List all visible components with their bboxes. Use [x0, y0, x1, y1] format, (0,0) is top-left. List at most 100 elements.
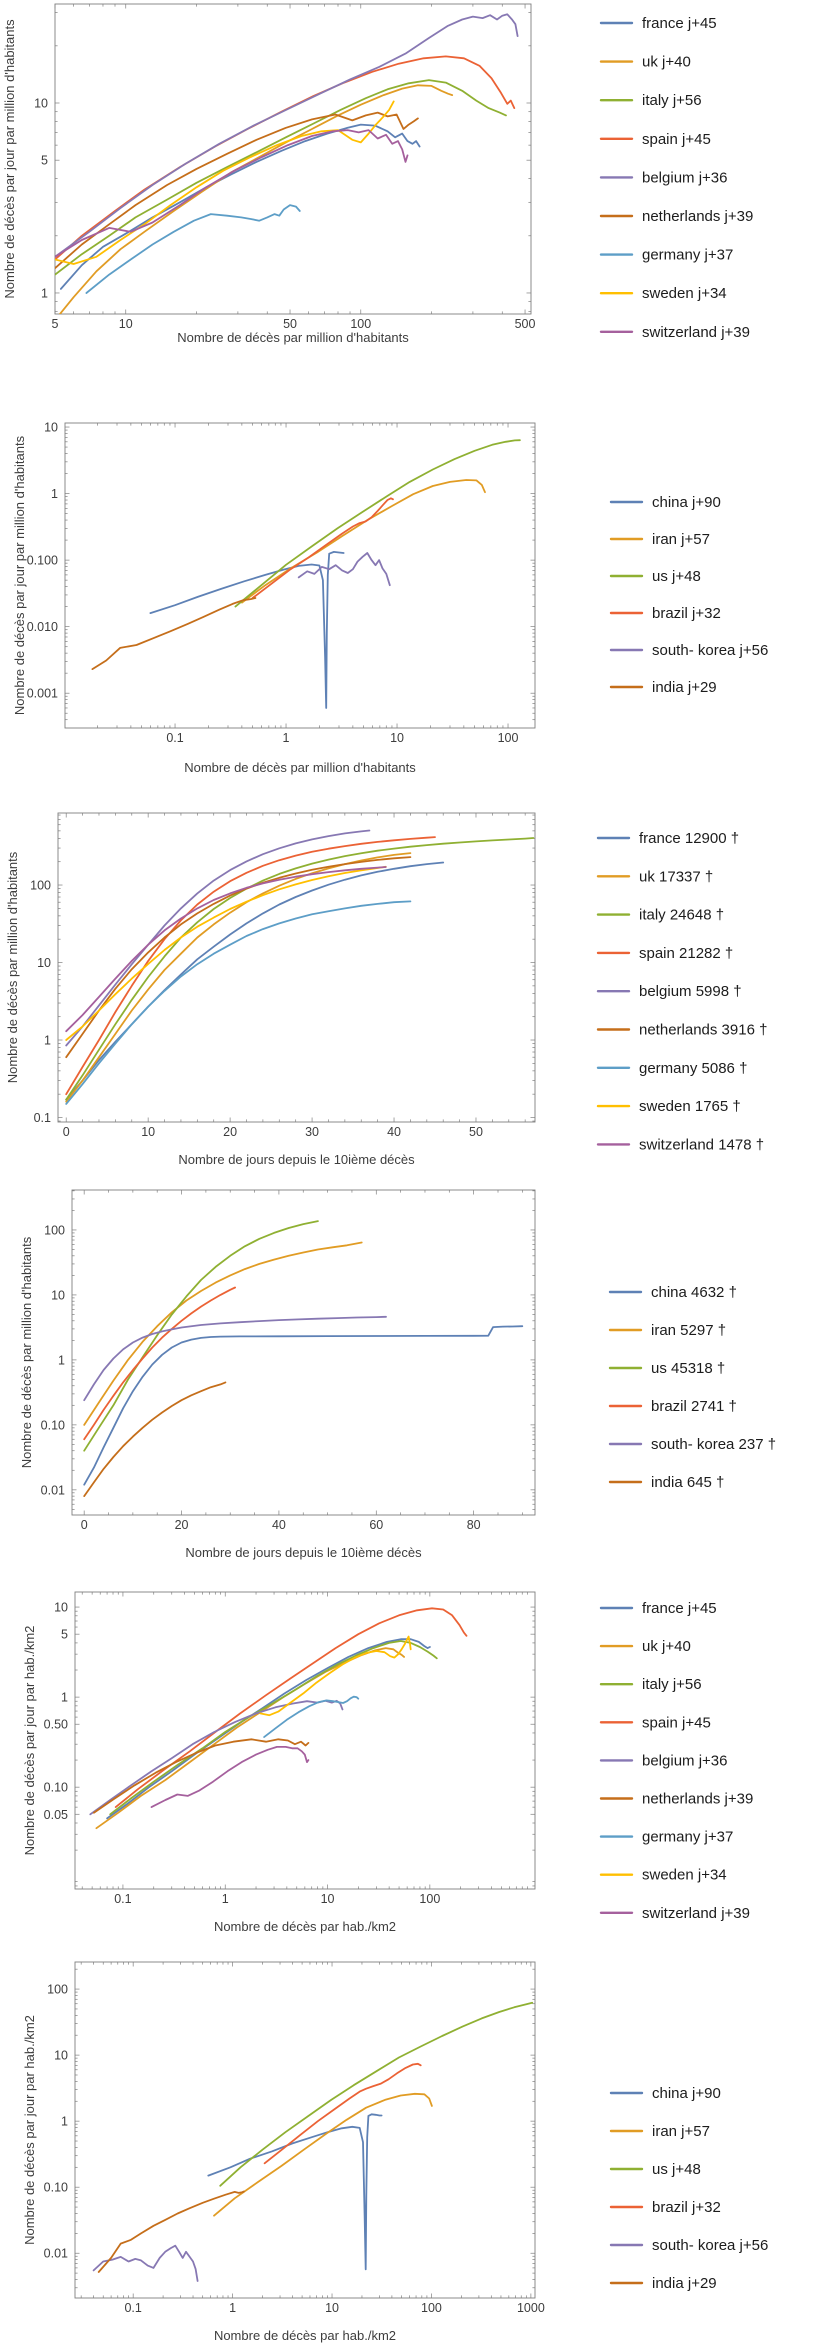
legend-label: brazil 2741 † [651, 1398, 737, 1415]
x-tick-label: 30 [305, 1125, 319, 1139]
plot-frame [74, 1961, 536, 2299]
series-line-france [60, 123, 421, 290]
legend: france 12900 † uk 17337 † italy 24648 † spa… [596, 830, 767, 1153]
series-group [89, 1607, 468, 1830]
y-tick-label: 0.01 [41, 1483, 65, 1497]
y-axis-title: Nombre de décès par jour par million d'h… [2, 19, 17, 299]
legend-label: germany j+37 [642, 1829, 733, 1846]
series-line-south-korea [297, 552, 391, 587]
series-line-belgium [65, 829, 371, 1047]
series-line-china [207, 2113, 383, 2271]
legend-label: spain j+45 [642, 131, 711, 148]
legend-label: india j+29 [652, 679, 717, 696]
legend-label: south- korea 237 † [651, 1436, 776, 1453]
legend-label: uk j+40 [642, 54, 691, 71]
legend: france j+45 uk j+40 italy j+56 spain j+45 be… [599, 15, 753, 341]
series-line-south-korea [83, 1315, 387, 1402]
legend-label: sweden j+34 [642, 285, 727, 302]
series-line-germany [65, 900, 412, 1105]
legend-label: china j+90 [652, 494, 721, 511]
legend-label: netherlands j+39 [642, 1791, 753, 1808]
x-tick-label: 80 [467, 1518, 481, 1532]
series-line-sweden [65, 865, 387, 1041]
x-axis-title: Nombre de jours depuis le 10ième décès [185, 1545, 422, 1560]
y-tick-label: 0.010 [27, 620, 58, 634]
series-line-india [97, 2190, 245, 2273]
series-line-south-korea [92, 2244, 199, 2282]
legend: china j+90 iran j+57 us j+48 brazil j+32 sou… [609, 494, 768, 696]
legend-label: us j+48 [652, 2161, 701, 2178]
series-line-italy [109, 1640, 438, 1816]
y-tick-label: 0.50 [44, 1718, 68, 1732]
x-tick-label: 1 [283, 731, 290, 745]
series-line-belgium [55, 13, 519, 258]
legend-label: italy j+56 [642, 92, 702, 109]
legend: france j+45 uk j+40 italy j+56 spain j+45 be… [599, 1600, 753, 1922]
series-line-italy [65, 837, 535, 1101]
y-axis-title: Nombre de décès par jour par hab./km2 [22, 1626, 37, 1856]
x-tick-label: 40 [387, 1125, 401, 1139]
series-line-germany [85, 204, 301, 294]
legend-label: china 4632 † [651, 1284, 737, 1301]
x-tick-label: 100 [419, 1892, 440, 1906]
x-tick-label: 10 [141, 1125, 155, 1139]
x-tick-label: 0.1 [124, 2301, 141, 2315]
y-axis-title: Nombre de décès par million d'habitants [19, 1236, 34, 1468]
legend-label: brazil j+32 [652, 2199, 721, 2216]
x-tick-label: 100 [498, 731, 519, 745]
ticks [65, 423, 535, 728]
legend-label: brazil j+32 [652, 605, 721, 622]
y-tick-label: 1 [61, 2115, 68, 2129]
series-group [83, 1220, 524, 1497]
series-line-brazil [263, 2062, 422, 2165]
legend-label: france 12900 † [639, 830, 739, 847]
legend-label: us 45318 † [651, 1360, 725, 1377]
legend-label: uk 17337 † [639, 868, 713, 885]
legend-label: spain j+45 [642, 1714, 711, 1731]
series-line-brazil [83, 1286, 237, 1441]
legend-label: iran 5297 † [651, 1322, 726, 1339]
series-line-iran [213, 2092, 433, 2217]
y-tick-label: 10 [44, 421, 58, 435]
legend-label: germany j+37 [642, 247, 733, 264]
y-tick-label: 10 [34, 97, 48, 111]
x-tick-label: 40 [272, 1518, 286, 1532]
chart-daily-vs-total-deaths-per-density-world: 0.1 1 10 100 1000 100 10 1 0.10 0.01 Nombre de déc… [22, 1961, 768, 2343]
legend-label: belgium j+36 [642, 1752, 727, 1769]
legend-label: south- korea j+56 [652, 642, 768, 659]
x-tick-label: 5 [52, 317, 59, 331]
legend: china 4632 † iran 5297 † us 45318 † brazil … [608, 1284, 776, 1491]
series-line-china [83, 1325, 524, 1486]
series-line-india [83, 1381, 227, 1497]
legend-label: uk j+40 [642, 1638, 691, 1655]
chart-total-deaths-per-million-vs-days-europe: 0 10 20 30 40 50 100 10 1 0.1 Nombre de jours depu… [5, 812, 767, 1167]
x-tick-label: 50 [283, 317, 297, 331]
y-tick-label: 10 [54, 2049, 68, 2063]
y-tick-label: 1 [51, 487, 58, 501]
chart-total-deaths-per-million-vs-days-world: 0 20 40 60 80 100 10 1 0.10 0.01 Nombre de jours d… [19, 1189, 776, 1560]
series-line-uk [58, 84, 454, 314]
legend-label: india j+29 [652, 2275, 717, 2292]
series-group [65, 829, 535, 1105]
x-tick-label: 100 [350, 317, 371, 331]
legend-label: italy j+56 [642, 1676, 702, 1693]
series-line-germany [263, 1695, 360, 1738]
series-group [92, 2001, 534, 2282]
y-tick-label: 0.10 [44, 1781, 68, 1795]
ticks [54, 4, 531, 314]
legend-label: spain 21282 † [639, 945, 733, 962]
chart-daily-vs-total-deaths-per-density-europe: 0.1 1 10 100 10 5 1 0.50 0.10 0.05 Nombre de décès… [22, 1591, 753, 1934]
series-group [91, 439, 521, 709]
series-line-france [106, 1638, 431, 1820]
series-line-iran [83, 1241, 363, 1426]
y-tick-label: 0.100 [27, 554, 58, 568]
x-tick-label: 0 [81, 1518, 88, 1532]
x-axis-title: Nombre de décès par million d'habitants [184, 760, 416, 775]
legend-label: italy 24648 † [639, 907, 724, 924]
series-line-us [219, 2001, 534, 2187]
legend-label: netherlands j+39 [642, 208, 753, 225]
series-line-spain [65, 836, 436, 1096]
legend-label: india 645 † [651, 1474, 724, 1491]
